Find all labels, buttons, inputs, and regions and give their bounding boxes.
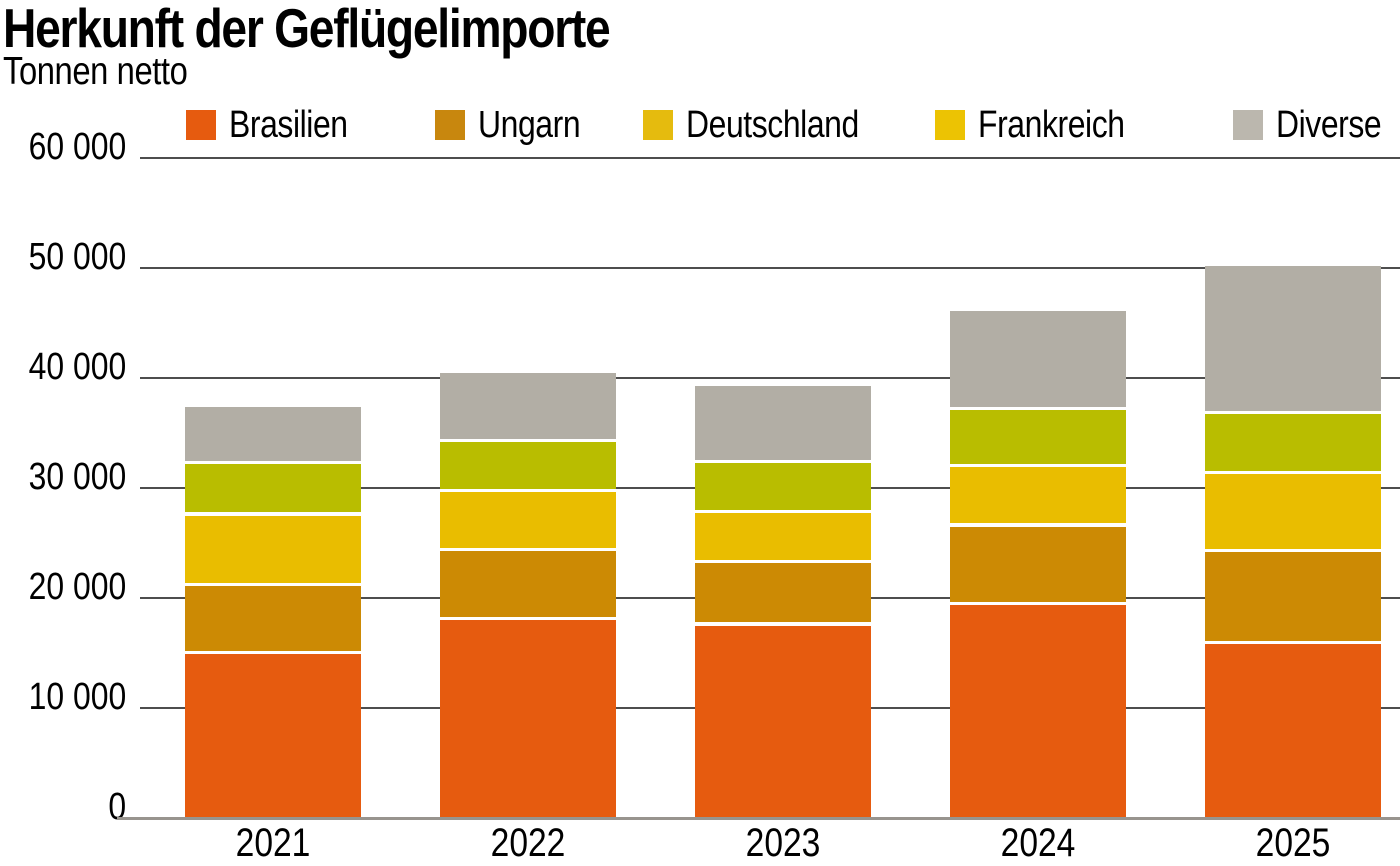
bar-2023-segment-ungarn	[695, 562, 871, 626]
x-axis-label-2025: 2025	[1255, 821, 1331, 865]
legend-label-ungarn: Ungarn	[478, 104, 581, 146]
bar-2023-segment-frankreich	[695, 462, 871, 514]
bar-2022-segment-deutschland	[440, 492, 616, 551]
legend-label-brasilien: Brasilien	[229, 104, 348, 146]
bar-2024-segment-ungarn	[950, 526, 1126, 605]
bar-2021-segment-brasilien	[185, 654, 361, 818]
bar-2025-segment-ungarn	[1205, 551, 1381, 645]
y-axis-label-40000: 40 000	[28, 346, 126, 388]
legend-swatch-brasilien	[186, 110, 216, 140]
bar-2025-segment-brasilien	[1205, 644, 1381, 818]
bar-2022-segment-brasilien	[440, 620, 616, 818]
x-axis-label-2022: 2022	[490, 821, 566, 865]
chart-subtitle: Tonnen netto	[3, 52, 223, 92]
bar-2024-segment-brasilien	[950, 604, 1126, 818]
y-axis-label-10000: 10 000	[28, 676, 126, 718]
gridline-40000	[140, 377, 1400, 379]
bar-2025-segment-frankreich	[1205, 414, 1381, 474]
gridline-60000	[140, 157, 1400, 159]
gridline-50000	[140, 267, 1400, 269]
bar-2024-segment-deutschland	[950, 467, 1126, 527]
bar-2021-segment-ungarn	[185, 585, 361, 655]
bar-2022-segment-diverse	[440, 372, 616, 442]
bar-2021-segment-frankreich	[185, 463, 361, 516]
bar-2024-segment-diverse	[950, 310, 1126, 410]
x-axis-label-2024: 2024	[1000, 821, 1076, 865]
legend-label-diverse: Diverse	[1276, 104, 1382, 146]
bar-2023-segment-brasilien	[695, 625, 871, 818]
legend-item-deutschland: Deutschland	[643, 104, 892, 146]
y-axis-label-50000: 50 000	[28, 236, 126, 278]
chart-subtitle-text: Tonnen netto	[3, 50, 188, 93]
bar-2022-segment-frankreich	[440, 441, 616, 493]
bar-2023-segment-diverse	[695, 385, 871, 463]
x-axis-label-2021: 2021	[235, 821, 311, 865]
bar-2023-segment-deutschland	[695, 513, 871, 563]
y-axis-label-0: 0	[108, 786, 126, 828]
legend-item-frankreich: Frankreich	[935, 104, 1153, 146]
legend-label-deutschland: Deutschland	[686, 104, 859, 146]
bar-2024-segment-frankreich	[950, 409, 1126, 468]
bar-2022-segment-ungarn	[440, 550, 616, 620]
bar-2021-segment-deutschland	[185, 515, 361, 586]
bar-2025-segment-diverse	[1205, 265, 1381, 415]
legend-swatch-ungarn	[435, 110, 465, 140]
legend-item-ungarn: Ungarn	[435, 104, 600, 146]
chart-title-text: Herkunft der Geflügelimporte	[3, 0, 611, 59]
x-axis-label-2023: 2023	[745, 821, 821, 865]
legend-swatch-deutschland	[643, 110, 673, 140]
x-axis-baseline	[117, 817, 1400, 820]
bar-2025-segment-deutschland	[1205, 473, 1381, 552]
legend-label-frankreich: Frankreich	[978, 104, 1125, 146]
bar-2021-segment-diverse	[185, 406, 361, 464]
legend-swatch-diverse	[1233, 110, 1263, 140]
y-axis-label-30000: 30 000	[28, 456, 126, 498]
y-axis-label-20000: 20 000	[28, 566, 126, 608]
legend-item-brasilien: Brasilien	[186, 104, 370, 146]
legend-swatch-frankreich	[935, 110, 965, 140]
y-axis-label-60000: 60 000	[28, 126, 126, 168]
chart-title: Herkunft der Geflügelimporte	[3, 0, 725, 56]
legend-item-diverse: Diverse	[1233, 104, 1400, 146]
